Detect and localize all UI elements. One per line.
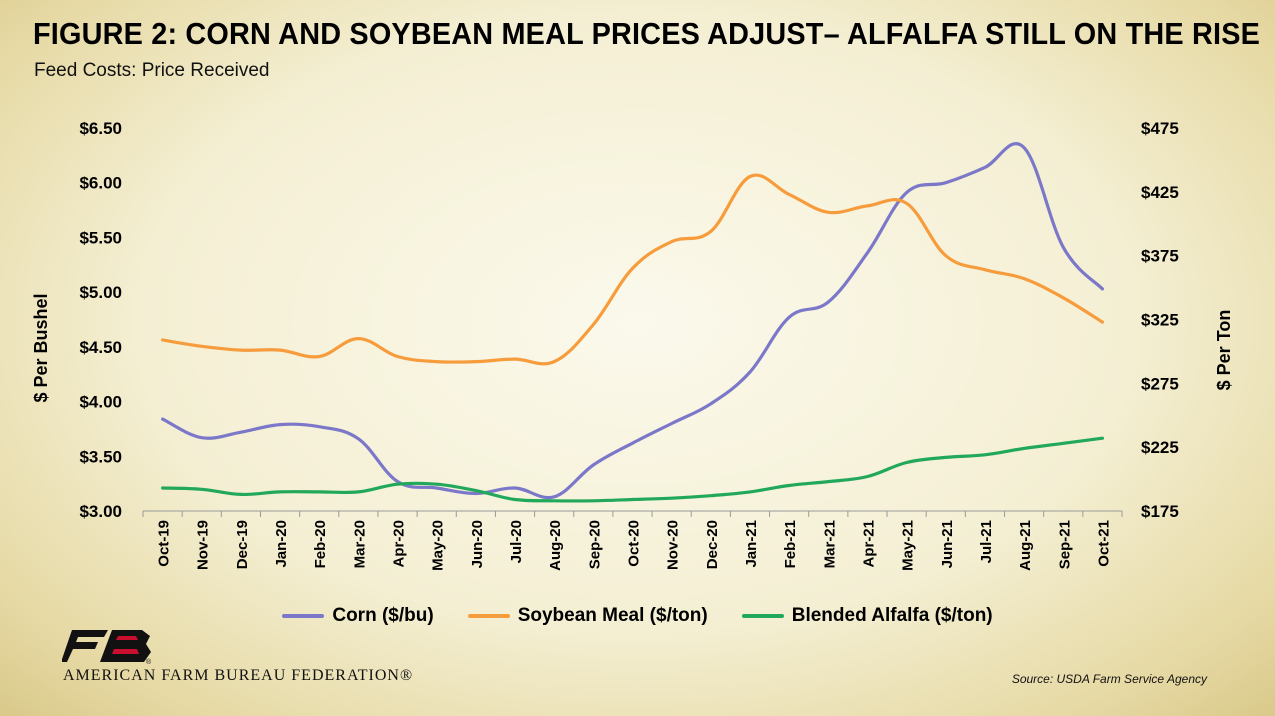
y-left-tick-label: $6.00 [79,174,122,193]
x-tick-label: Oct-20 [626,520,643,567]
x-tick-label: Oct-19 [156,520,173,567]
svg-text:®: ® [146,658,152,664]
chart-legend: Corn ($/bu) Soybean Meal ($/ton) Blended A… [0,605,1275,627]
legend-label: Blended Alfalfa ($/ton) [791,605,993,626]
y-left-tick-label: $4.00 [79,393,122,412]
y-left-tick-label: $3.50 [79,447,122,466]
chart-axes: Oct-19 Nov-19 Dec-19 Jan-20 Feb-20 Mar-20 Apr-… [79,119,1178,571]
y-right-tick-label: $325 [1141,311,1179,330]
x-tick-label: Mar-21 [821,520,838,568]
x-tick-label: Oct-21 [1095,520,1112,567]
x-tick-label: Aug-20 [547,520,564,571]
x-tick-label: Sep-21 [1056,520,1073,569]
y-axis-right-label: $ Per Ton [1214,310,1234,391]
x-tick-label: Jun-21 [939,520,956,568]
x-tick-label: Dec-19 [234,520,251,569]
legend-label: Soybean Meal ($/ton) [517,605,708,626]
legend-swatch [282,614,325,618]
x-tick-label: May-20 [430,520,447,571]
y-right-tick-label: $175 [1141,502,1179,521]
y-left-tick-label: $3.00 [79,502,122,521]
x-tick-label: Feb-20 [312,520,329,568]
x-tick-label: Aug-21 [1017,520,1034,571]
x-tick-label: Nov-20 [665,520,682,570]
series-line-blended-alfalfa [161,436,1104,503]
x-tick-label: Apr-20 [391,520,408,568]
source-note: Source: USDA Farm Service Agency [1011,672,1207,686]
legend-item-blended-alfalfa: Blended Alfalfa ($/ton) [741,605,993,627]
x-tick-label: Apr-21 [860,520,877,568]
y-left-tick-label: $5.50 [79,228,122,247]
x-tick-label: Jan-20 [273,520,290,568]
chart-title: FIGURE 2: CORN AND SOYBEAN MEAL PRICES A… [33,16,1261,51]
line-chart: Oct-19 Nov-19 Dec-19 Jan-20 Feb-20 Mar-20 Apr-… [31,119,1234,571]
y-left-tick-label: $6.50 [79,119,122,138]
organization-name: AMERICAN FARM BUREAU FEDERATION® [63,667,414,684]
x-tick-label: Mar-20 [351,520,368,568]
x-tick-label: Jan-21 [743,520,760,568]
chart-lines [161,142,1104,503]
y-axis-left-label: $ Per Bushel [31,293,51,402]
x-tick-label: Sep-20 [586,520,603,569]
x-tick-label: Feb-21 [782,520,799,568]
y-right-tick-label: $275 [1141,374,1179,393]
x-tick-label: Dec-20 [704,520,721,569]
chart-subtitle: Feed Costs: Price Received [34,60,270,81]
y-right-tick-label: $475 [1141,119,1179,138]
y-left-tick-label: $5.00 [79,283,122,302]
series-line-soybean-meal [161,173,1104,366]
y-right-tick-label: $425 [1141,183,1179,202]
x-tick-label: Nov-19 [195,520,212,570]
legend-item-corn: Corn ($/bu) [282,605,434,627]
series-line-corn [161,142,1104,500]
x-tick-label: May-21 [900,520,917,571]
x-tick-label: Jun-20 [469,520,486,568]
y-left-tick-label: $4.50 [79,338,122,357]
y-right-tick-label: $225 [1141,438,1179,457]
afbf-logo: ® [62,630,152,664]
x-tick-label: Jul-20 [508,520,525,563]
legend-label: Corn ($/bu) [332,605,434,626]
x-tick-label: Jul-21 [978,520,995,563]
y-right-tick-label: $375 [1141,247,1179,266]
legend-swatch [741,614,784,618]
legend-item-soybean-meal: Soybean Meal ($/ton) [467,605,708,627]
legend-swatch [467,614,510,618]
